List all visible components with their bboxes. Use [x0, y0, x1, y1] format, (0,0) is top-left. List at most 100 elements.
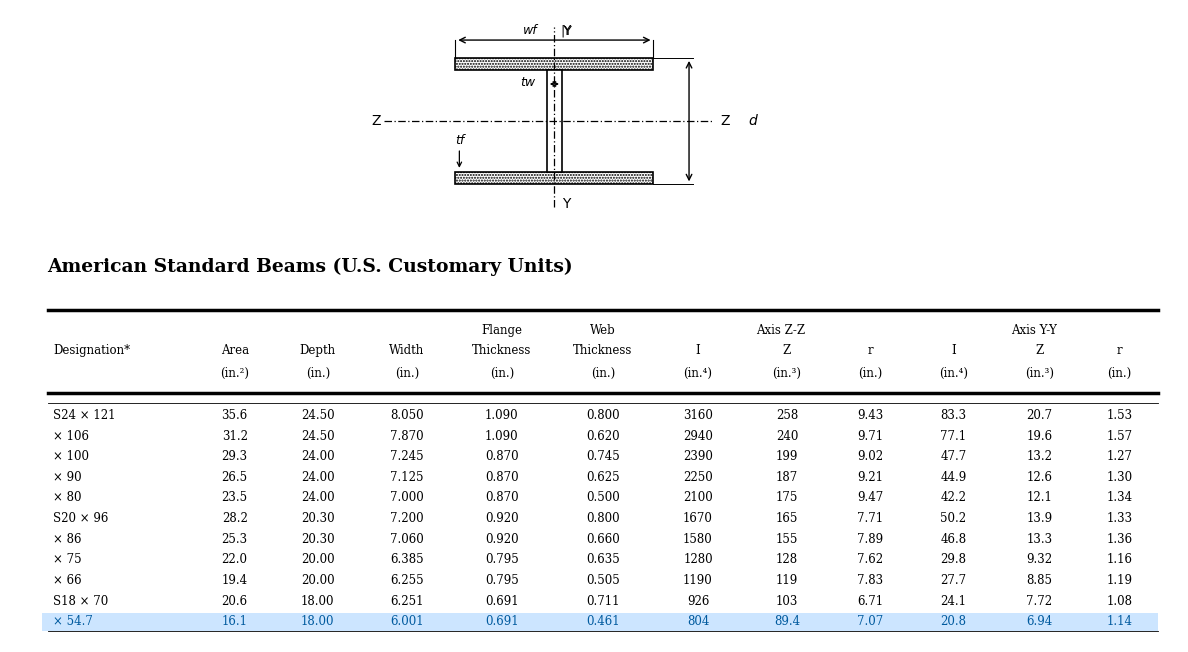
Text: 3160: 3160: [683, 409, 713, 422]
Text: 1.090: 1.090: [485, 409, 519, 422]
Text: × 86: × 86: [53, 533, 82, 546]
Text: 1.53: 1.53: [1107, 409, 1132, 422]
Text: 7.245: 7.245: [390, 451, 424, 464]
Text: Z: Z: [1036, 344, 1043, 357]
Text: 6.71: 6.71: [858, 595, 883, 608]
Text: (in.): (in.): [305, 366, 330, 379]
Text: 12.1: 12.1: [1026, 492, 1053, 505]
Text: 103: 103: [776, 595, 798, 608]
Text: 18.00: 18.00: [301, 595, 335, 608]
Text: 6.001: 6.001: [390, 615, 424, 628]
Text: 165: 165: [776, 512, 798, 525]
Text: Z: Z: [783, 344, 791, 357]
Text: I: I: [952, 344, 955, 357]
Text: 7.07: 7.07: [857, 615, 884, 628]
Text: tf: tf: [455, 134, 465, 147]
Text: 20.30: 20.30: [301, 533, 335, 546]
Text: 16.1: 16.1: [222, 615, 247, 628]
Text: 1.27: 1.27: [1107, 451, 1132, 464]
Text: |Y: |Y: [561, 25, 573, 38]
Text: 1190: 1190: [683, 574, 713, 587]
Text: 6.385: 6.385: [390, 554, 424, 567]
Text: S20 × 96: S20 × 96: [53, 512, 109, 525]
Text: (in.⁴): (in.⁴): [683, 366, 713, 379]
Text: 19.6: 19.6: [1026, 430, 1053, 443]
Text: 1.34: 1.34: [1107, 492, 1132, 505]
Text: 7.200: 7.200: [390, 512, 424, 525]
Text: 2390: 2390: [683, 451, 713, 464]
Text: × 90: × 90: [53, 471, 82, 484]
Text: d: d: [748, 114, 757, 128]
Text: Z: Z: [720, 114, 729, 128]
Text: (in.): (in.): [590, 366, 615, 379]
Text: 119: 119: [776, 574, 798, 587]
Text: 29.8: 29.8: [941, 554, 966, 567]
Text: 12.6: 12.6: [1026, 471, 1053, 484]
Text: 42.2: 42.2: [941, 492, 966, 505]
Text: 175: 175: [776, 492, 798, 505]
Text: S18 × 70: S18 × 70: [53, 595, 109, 608]
Text: Width: Width: [390, 344, 424, 357]
FancyBboxPatch shape: [42, 613, 1158, 631]
Text: 25.3: 25.3: [222, 533, 247, 546]
Text: 9.02: 9.02: [858, 451, 883, 464]
Text: 0.920: 0.920: [485, 533, 519, 546]
Text: 1.19: 1.19: [1107, 574, 1132, 587]
Text: 6.94: 6.94: [1026, 615, 1053, 628]
Text: 0.920: 0.920: [485, 512, 519, 525]
Text: Thickness: Thickness: [574, 344, 632, 357]
Text: 0.800: 0.800: [586, 512, 620, 525]
Text: 1.57: 1.57: [1107, 430, 1132, 443]
Text: 24.00: 24.00: [301, 451, 335, 464]
Text: 0.461: 0.461: [586, 615, 620, 628]
Text: 7.89: 7.89: [858, 533, 883, 546]
Text: 804: 804: [687, 615, 709, 628]
Text: 0.691: 0.691: [485, 595, 519, 608]
Text: 13.3: 13.3: [1026, 533, 1053, 546]
Text: 7.62: 7.62: [858, 554, 883, 567]
Text: 7.870: 7.870: [390, 430, 424, 443]
Text: 20.00: 20.00: [301, 554, 335, 567]
Text: 20.7: 20.7: [1026, 409, 1053, 422]
Text: 8.050: 8.050: [390, 409, 424, 422]
Text: 22.0: 22.0: [222, 554, 247, 567]
Text: 9.71: 9.71: [858, 430, 883, 443]
Text: 1.36: 1.36: [1107, 533, 1132, 546]
Text: 9.47: 9.47: [857, 492, 884, 505]
Text: 9.43: 9.43: [857, 409, 884, 422]
Text: 31.2: 31.2: [222, 430, 247, 443]
Text: Y: Y: [562, 198, 570, 211]
Text: I: I: [696, 344, 700, 357]
Text: 9.21: 9.21: [858, 471, 883, 484]
Text: r: r: [1117, 344, 1123, 357]
Text: Axis Z-Z: Axis Z-Z: [757, 324, 805, 337]
Text: 0.870: 0.870: [485, 492, 519, 505]
Text: 47.7: 47.7: [940, 451, 967, 464]
Text: 26.5: 26.5: [222, 471, 247, 484]
Text: 7.000: 7.000: [390, 492, 424, 505]
Text: 0.625: 0.625: [586, 471, 620, 484]
Text: 0.660: 0.660: [586, 533, 620, 546]
Text: (in.²): (in.²): [220, 366, 249, 379]
Text: 1.33: 1.33: [1107, 512, 1132, 525]
Text: 20.00: 20.00: [301, 574, 335, 587]
Text: 9.32: 9.32: [1026, 554, 1053, 567]
Text: × 66: × 66: [53, 574, 82, 587]
Text: 13.9: 13.9: [1026, 512, 1053, 525]
Text: 0.795: 0.795: [485, 574, 519, 587]
Text: 20.8: 20.8: [941, 615, 966, 628]
Text: 27.7: 27.7: [941, 574, 966, 587]
Text: 1280: 1280: [683, 554, 713, 567]
Text: 128: 128: [776, 554, 798, 567]
Text: Flange: Flange: [481, 324, 523, 337]
Text: 0.620: 0.620: [586, 430, 620, 443]
Text: × 75: × 75: [53, 554, 82, 567]
Text: × 54.7: × 54.7: [53, 615, 94, 628]
Text: 89.4: 89.4: [775, 615, 800, 628]
Text: 24.00: 24.00: [301, 471, 335, 484]
Text: 1.14: 1.14: [1107, 615, 1132, 628]
Text: 23.5: 23.5: [222, 492, 247, 505]
Text: 0.870: 0.870: [485, 471, 519, 484]
Text: 1.090: 1.090: [485, 430, 519, 443]
Text: 0.795: 0.795: [485, 554, 519, 567]
